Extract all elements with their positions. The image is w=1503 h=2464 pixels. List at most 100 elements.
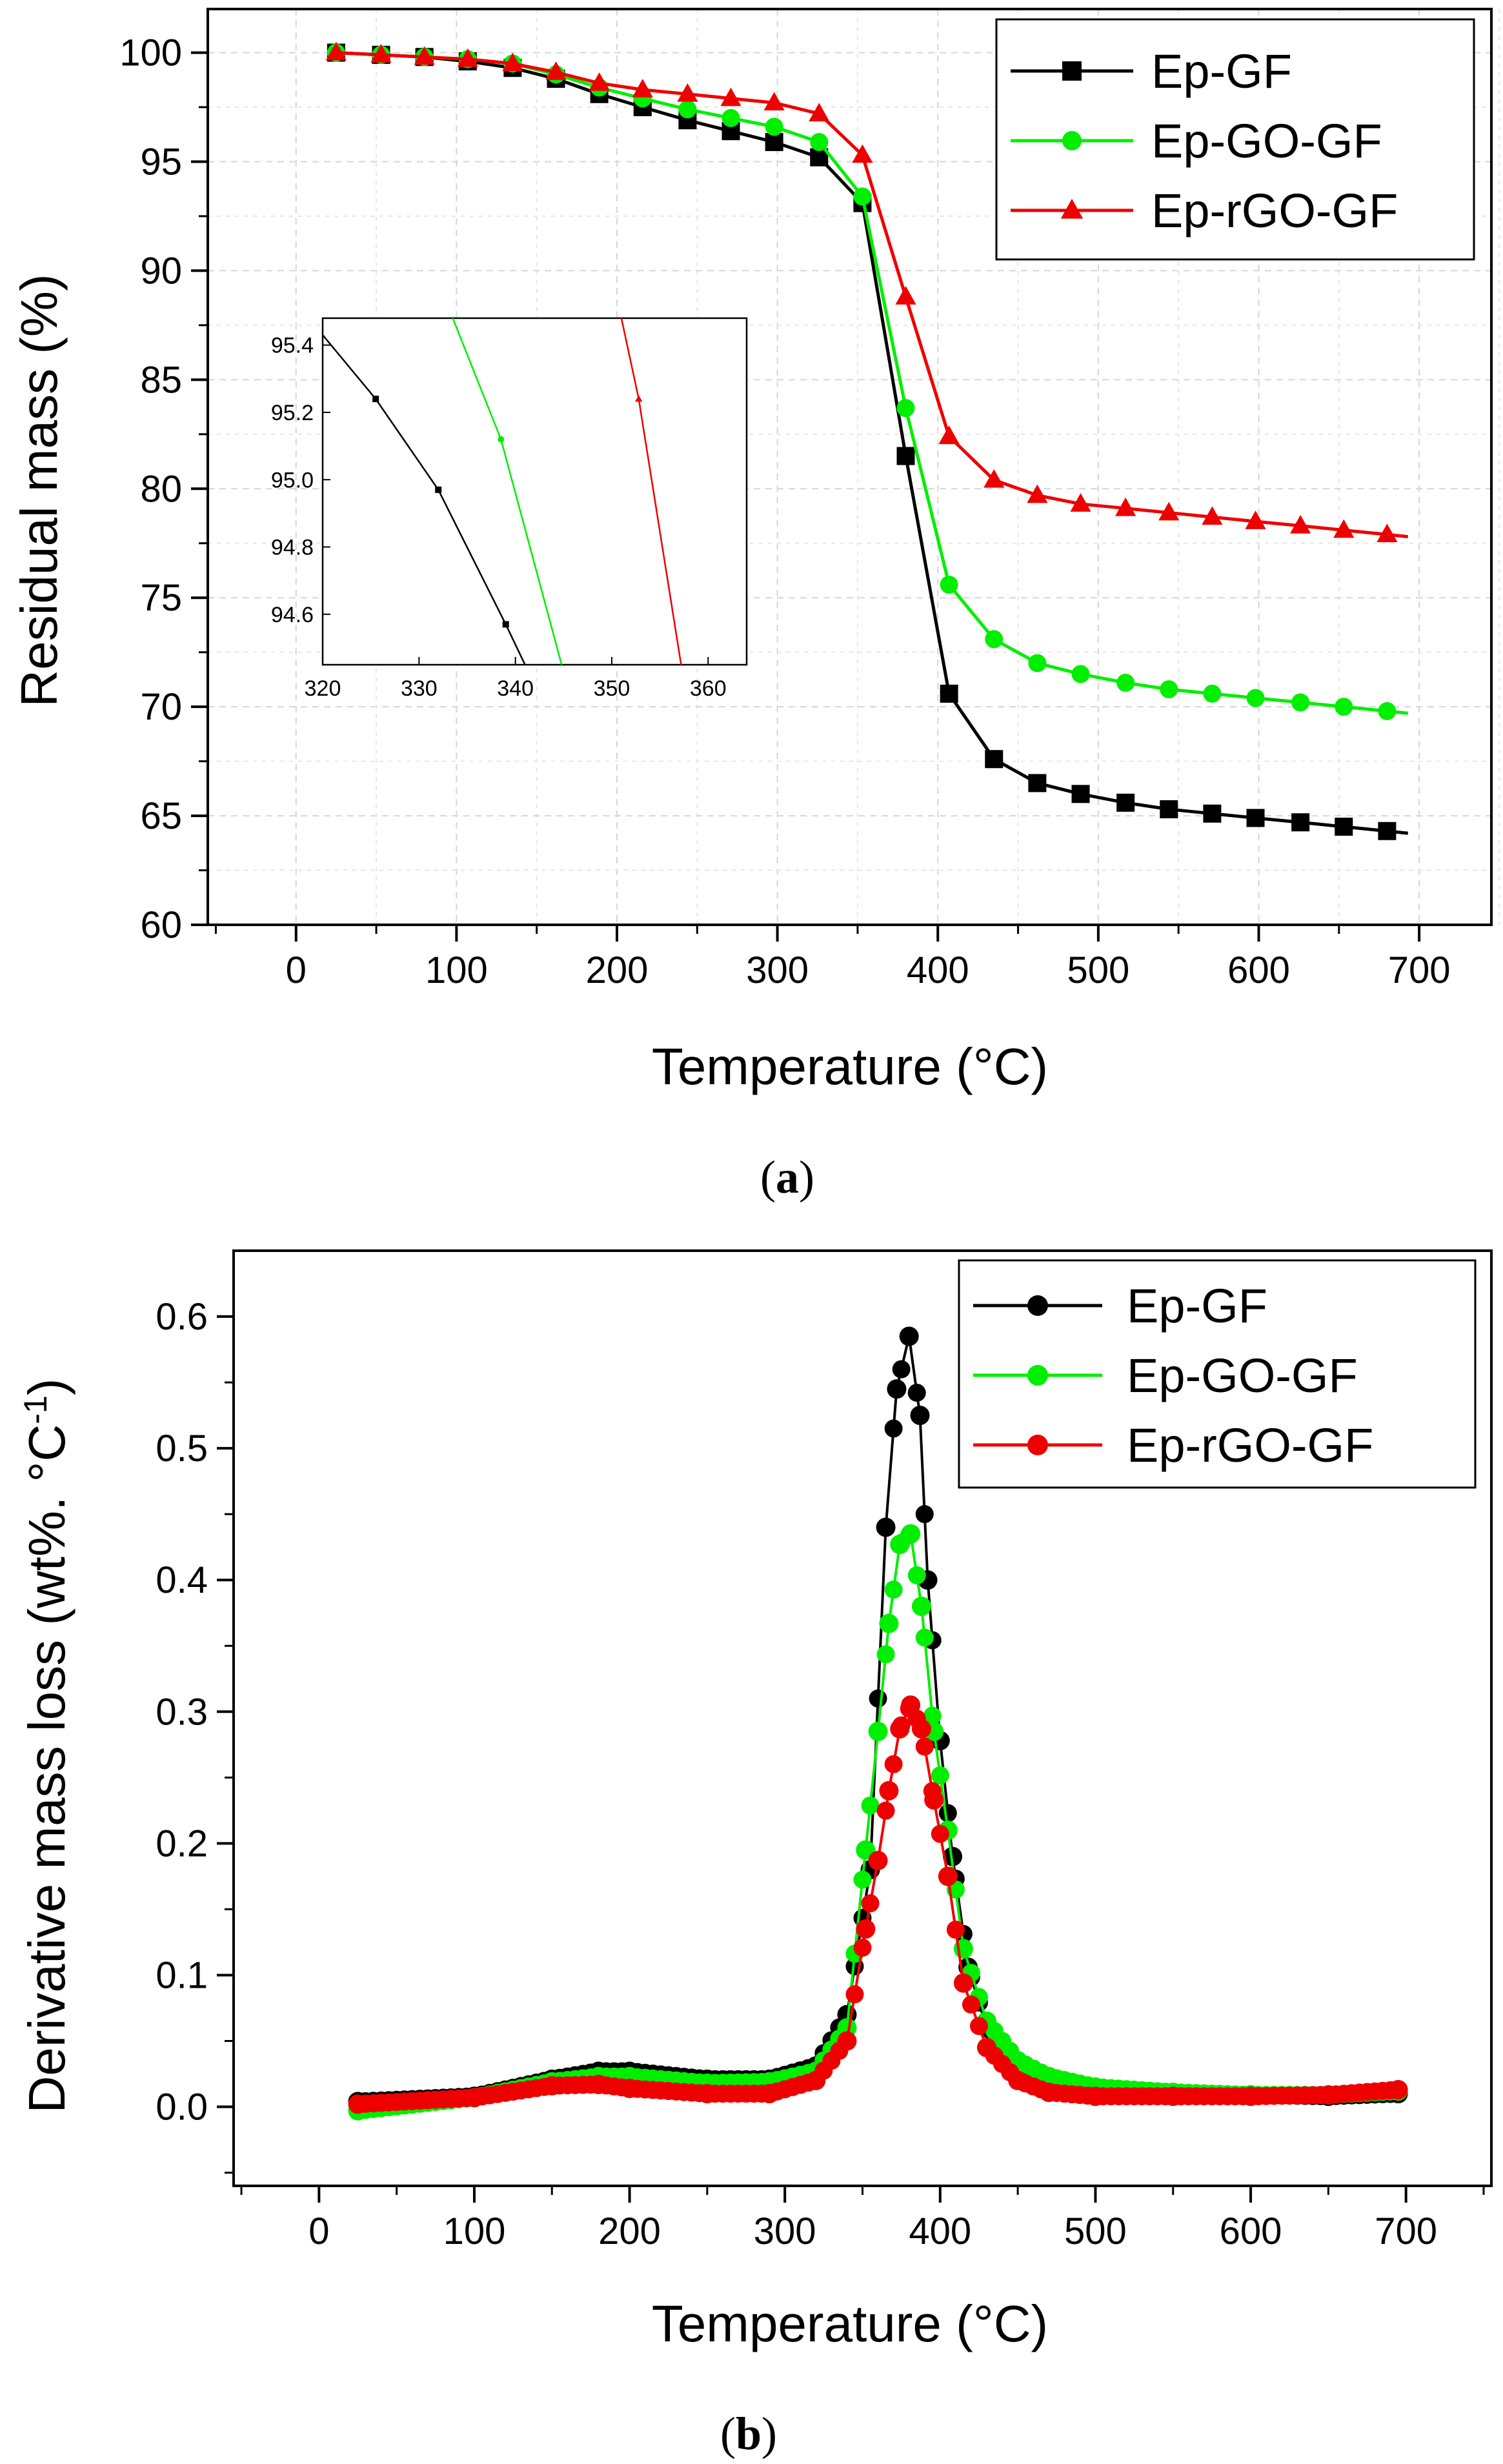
b-keypoint-Ep-GO-GF	[911, 1597, 931, 1617]
b-keypoint-Ep-rGO-GF	[837, 2031, 857, 2051]
a-point-Ep-rGO-GF	[1245, 510, 1266, 529]
a-panel-letter: a	[776, 1151, 799, 1203]
a-y-tick-label: 100	[119, 32, 182, 74]
b-keypoint-Ep-rGO-GF	[806, 2070, 826, 2090]
b-y-tick-label: 0.3	[156, 1691, 208, 1733]
a-x-tick-label: 300	[746, 949, 809, 991]
a-plot-frame	[207, 8, 1493, 926]
b-point-Ep-GF	[915, 1505, 934, 1524]
inset-x-tick-label: 320	[305, 676, 341, 701]
a-point-Ep-GF	[985, 750, 1004, 769]
a-x-tick-label: 700	[1388, 949, 1451, 991]
a-point-Ep-GO-GF	[1203, 684, 1222, 703]
b-keypoint-Ep-GF	[876, 1517, 896, 1537]
a-x-tick-label: 400	[907, 949, 969, 991]
a-point-Ep-rGO-GF	[677, 83, 698, 102]
inset-frame	[321, 317, 748, 666]
a-y-tick-label: 70	[140, 686, 182, 728]
b-point-Ep-rGO-GF	[946, 1921, 965, 1939]
inset-point-Ep-GF	[435, 486, 442, 493]
inset-point-Ep-GF	[502, 621, 509, 628]
b-point-Ep-rGO-GF	[845, 1985, 864, 2004]
a-legend-label-Ep-rGO-GF: Ep-rGO-GF	[1151, 184, 1398, 237]
a-y-tick-label: 65	[140, 795, 182, 837]
a-point-Ep-GO-GF	[1028, 654, 1047, 672]
a-point-Ep-rGO-GF	[457, 48, 478, 67]
a-y-tick-label: 95	[140, 141, 182, 183]
a-x-tick-label: 100	[425, 949, 488, 991]
a-y-tick-label: 80	[140, 468, 182, 510]
b-y-tick-label: 0.5	[156, 1428, 208, 1469]
a-point-Ep-rGO-GF	[1070, 493, 1091, 512]
b-point-Ep-rGO-GF	[884, 1755, 903, 1773]
a-point-Ep-GO-GF	[1378, 702, 1397, 720]
a-point-Ep-GF	[1116, 793, 1135, 812]
a-point-Ep-GO-GF	[1335, 698, 1353, 716]
a-point-Ep-rGO-GF	[1333, 519, 1355, 538]
b-y-axis-title-main: Derivative mass loss (wt%. °C	[18, 1424, 76, 2114]
inset-y-tick-label: 95.4	[271, 334, 314, 358]
a-point-Ep-GF	[1335, 817, 1353, 836]
b-y-tick-label: 0.6	[156, 1296, 208, 1338]
b-point-Ep-GF	[869, 1689, 887, 1708]
b-keypoint-Ep-rGO-GF	[620, 2078, 640, 2098]
b-keypoint-Ep-rGO-GF	[856, 1919, 876, 1939]
a-point-Ep-GF	[1028, 774, 1047, 793]
b-series	[348, 1326, 1408, 2121]
b-point-Ep-GO-GF	[853, 1870, 872, 1889]
a-point-Ep-rGO-GF	[763, 92, 785, 111]
a-panel-label: (a)	[760, 1151, 814, 1203]
b-y-axis-title: Derivative mass loss (wt%. °C-1)	[17, 1378, 76, 2114]
b-keypoint-Ep-rGO-GF	[697, 2084, 717, 2104]
a-point-Ep-rGO-GF	[545, 61, 567, 80]
a-point-Ep-GF	[940, 684, 958, 703]
b-keypoint-Ep-rGO-GF	[348, 2094, 368, 2114]
b-point-Ep-GO-GF	[923, 1706, 942, 1725]
b-point-Ep-GF	[907, 1384, 926, 1402]
b-series-line-Ep-GO-GF	[358, 1531, 1398, 2112]
a-point-Ep-rGO-GF	[1027, 484, 1048, 503]
b-keypoint-Ep-GO-GF	[868, 1721, 888, 1741]
b-point-Ep-GF	[938, 1804, 957, 1823]
b-keypoint-Ep-rGO-GF	[589, 2074, 609, 2094]
b-keypoint-Ep-rGO-GF	[938, 1866, 958, 1886]
b-keypoint-Ep-rGO-GF	[542, 2075, 562, 2095]
a-point-Ep-rGO-GF	[895, 286, 916, 305]
a-x-axis-title: Temperature (°C)	[652, 1038, 1048, 1095]
b-x-tick-label: 700	[1375, 2210, 1437, 2252]
b-keypoint-Ep-rGO-GF	[1039, 2083, 1059, 2103]
b-keypoint-Ep-rGO-GF	[924, 1790, 944, 1810]
a-legend-label-Ep-GO-GF: Ep-GO-GF	[1151, 114, 1382, 168]
a-point-Ep-rGO-GF	[984, 469, 1005, 488]
a-point-Ep-rGO-GF	[938, 425, 960, 445]
a-point-Ep-GF	[765, 133, 783, 152]
b-x-tick-label: 0	[308, 2210, 329, 2252]
inset-series	[323, 318, 682, 665]
b-x-tick-label: 600	[1220, 2210, 1282, 2252]
a-point-Ep-GO-GF	[940, 575, 958, 594]
b-keypoint-Ep-rGO-GF	[879, 1781, 899, 1801]
a-point-Ep-rGO-GF	[632, 79, 653, 97]
b-keypoint-Ep-rGO-GF	[1388, 2080, 1408, 2100]
a-y-tick-label: 60	[140, 904, 182, 946]
b-point-Ep-rGO-GF	[962, 1995, 980, 2014]
b-keypoint-Ep-rGO-GF	[1008, 2070, 1028, 2090]
chart-panel-b: 0 100 200 300 400 500 600 700 0.0 0.1 0.2 0.3 0.4 0.5…	[17, 1249, 1493, 2459]
b-keypoint-Ep-GF	[910, 1406, 930, 1426]
b-point-Ep-GO-GF	[915, 1628, 934, 1647]
b-keypoint-Ep-rGO-GF	[911, 1719, 931, 1739]
b-point-Ep-rGO-GF	[853, 1938, 872, 1957]
a-point-Ep-rGO-GF	[502, 52, 523, 72]
b-x-tick-label: 400	[909, 2210, 971, 2252]
b-keypoint-Ep-rGO-GF	[868, 1850, 888, 1870]
b-x-tick-label: 100	[443, 2210, 506, 2252]
b-keypoint-Ep-rGO-GF	[953, 1973, 973, 1993]
a-point-Ep-rGO-GF	[589, 72, 610, 91]
b-keypoint-Ep-rGO-GF	[1318, 2085, 1338, 2105]
b-keypoint-Ep-rGO-GF	[464, 2088, 484, 2108]
a-legend-marker-Ep-rGO-GF	[1060, 199, 1084, 219]
a-point-Ep-rGO-GF	[1115, 497, 1136, 516]
inset-y-tick-label: 95.2	[271, 401, 314, 425]
a-point-Ep-GF	[1291, 813, 1310, 832]
